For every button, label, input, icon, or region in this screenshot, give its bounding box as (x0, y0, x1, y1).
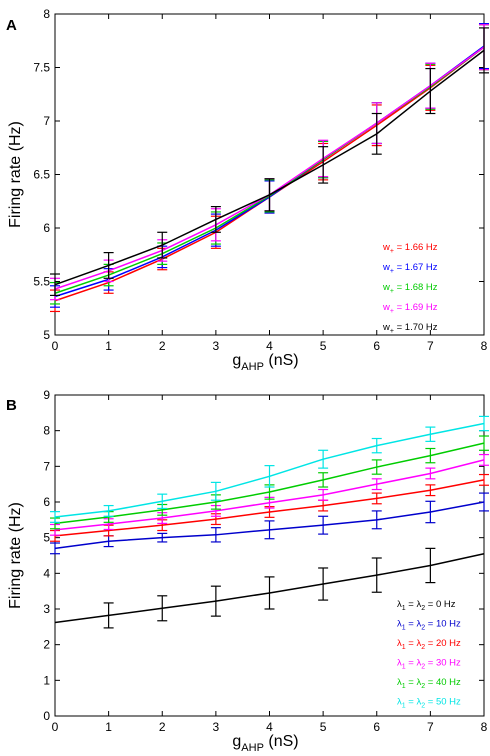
y-tick-label: 4 (43, 566, 50, 580)
legend-entry: λ1 = λ2 = 0 Hz (397, 599, 456, 612)
series-line (54, 46, 485, 294)
y-tick-label: 1 (43, 673, 50, 687)
panel-a: 0 1 2 3 4 5 6 7 8 5 5.5 6 6.5 7 7.5 8 A Firing rate (Hz) g… (6, 7, 489, 373)
x-tick-label: 0 (52, 339, 59, 353)
x-tick-label: 1 (105, 339, 112, 353)
x-tick-label: 8 (481, 339, 488, 353)
series (50, 435, 489, 530)
x-tick-label: 6 (373, 720, 380, 734)
series (50, 24, 489, 301)
series (50, 415, 489, 523)
y-tick-label: 3 (43, 602, 50, 616)
series (50, 27, 489, 297)
legend-entry: w+ = 1.70 Hz (382, 322, 438, 335)
x-tick-label: 1 (105, 720, 112, 734)
y-tick-label: 0 (43, 709, 50, 723)
x-tick-label: 3 (213, 720, 220, 734)
legend-entry: w+ = 1.67 Hz (382, 262, 438, 275)
x-tick-label: 5 (320, 339, 327, 353)
y-tick-label: 8 (43, 7, 50, 21)
legend-entry: λ1 = λ2 = 10 Hz (397, 619, 461, 632)
y-tick-label: 6 (43, 495, 50, 509)
x-axis-label: gAHP (nS) (232, 352, 298, 373)
panel-label: A (6, 17, 17, 34)
panel-label: B (6, 397, 17, 414)
y-tick-label: 5 (43, 531, 50, 545)
x-tick-label: 4 (266, 720, 273, 734)
legend-entry: λ1 = λ2 = 30 Hz (397, 658, 461, 671)
x-tick-label: 3 (213, 339, 220, 353)
x-axis-label: gAHP (nS) (232, 733, 298, 754)
y-axis-label: Firing rate (Hz) (7, 121, 24, 228)
x-tick-label: 7 (427, 339, 434, 353)
y-tick-label: 5 (43, 328, 50, 342)
x-tick-label: 2 (159, 720, 166, 734)
y-tick-label: 7 (43, 459, 50, 473)
legend-entry: w+ = 1.69 Hz (382, 302, 438, 315)
x-tick-label: 6 (373, 339, 380, 353)
series-line (54, 45, 485, 298)
y-axis-label: Firing rate (Hz) (7, 502, 24, 609)
y-tick-label: 7 (43, 114, 50, 128)
legend-entry: λ1 = λ2 = 20 Hz (397, 638, 461, 651)
legend-entry: w+ = 1.68 Hz (382, 282, 438, 295)
y-tick-label: 2 (43, 638, 50, 652)
legend-entry: λ1 = λ2 = 50 Hz (397, 697, 461, 710)
y-tick-label: 9 (43, 388, 50, 402)
x-tick-label: 4 (266, 339, 273, 353)
y-tick-label: 6 (43, 221, 50, 235)
x-tick-label: 2 (159, 339, 166, 353)
panel-b: 0 1 2 3 4 5 6 7 8 0 1 2 3 4 5 6 7 8 9 B Firing rate (Hz) gAHP… (6, 388, 489, 754)
legend-entry: w+ = 1.66 Hz (382, 242, 438, 255)
x-tick-label: 7 (427, 720, 434, 734)
y-tick-label: 6.5 (33, 168, 50, 182)
x-tick-label: 0 (52, 720, 59, 734)
y-tick-label: 8 (43, 424, 50, 438)
legend-entry: λ1 = λ2 = 40 Hz (397, 677, 461, 690)
y-tick-label: 7.5 (33, 61, 50, 75)
series (54, 547, 485, 629)
x-tick-label: 5 (320, 720, 327, 734)
series (50, 492, 489, 555)
y-tick-label: 5.5 (33, 275, 50, 289)
x-tick-label: 8 (481, 720, 488, 734)
